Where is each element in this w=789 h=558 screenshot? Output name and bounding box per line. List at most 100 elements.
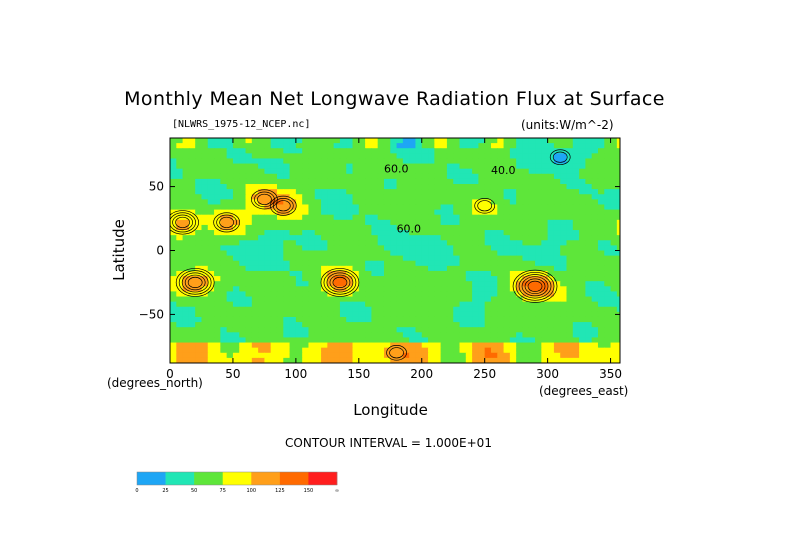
heatmap-cell (428, 296, 435, 303)
heatmap-cell (415, 265, 423, 272)
heatmap-cell (472, 316, 479, 323)
heatmap-cell (585, 265, 593, 272)
heatmap-cell (421, 153, 429, 160)
heatmap-cell (509, 240, 517, 246)
heatmap-cell (176, 138, 184, 144)
heatmap-cell (591, 337, 599, 344)
heatmap-cell (547, 286, 555, 293)
heatmap-cell (402, 178, 410, 185)
heatmap-cell (490, 224, 498, 231)
heatmap-cell (497, 276, 505, 282)
heatmap-cell (232, 138, 240, 144)
heatmap-cell (591, 143, 599, 149)
heatmap-cell (604, 158, 612, 165)
heatmap-cell (245, 265, 253, 272)
heatmap-cell (314, 178, 322, 185)
contour-line (219, 216, 234, 228)
heatmap-cell (188, 199, 196, 206)
heatmap-cell (258, 352, 266, 359)
heatmap-cell (258, 322, 266, 328)
heatmap-cell (610, 240, 618, 246)
heatmap-cell (264, 357, 272, 363)
heatmap-cell (195, 296, 203, 303)
heatmap-cell (201, 138, 209, 144)
heatmap-cell (182, 219, 190, 226)
heatmap-cell (490, 291, 498, 298)
heatmap-cell (585, 322, 593, 328)
heatmap-cell (258, 153, 266, 160)
heatmap-cell (465, 332, 473, 339)
heatmap-cell (484, 322, 492, 328)
heatmap-cell (535, 270, 542, 277)
heatmap-cell (484, 286, 492, 293)
heatmap-cell (440, 306, 448, 313)
heatmap-cell (239, 230, 247, 236)
heatmap-cell (409, 352, 417, 359)
heatmap-cell (321, 286, 328, 293)
heatmap-cell (295, 306, 303, 313)
heatmap-cell (572, 311, 580, 318)
heatmap-cell (295, 286, 303, 293)
heatmap-cell (453, 204, 461, 211)
heatmap-cell (409, 296, 417, 303)
x-tick-label: 50 (225, 367, 240, 381)
heatmap-cell (214, 214, 221, 221)
heatmap-cell (327, 163, 335, 170)
heatmap-cell (195, 245, 203, 252)
heatmap-cell (226, 194, 234, 200)
heatmap-cell (553, 194, 561, 200)
heatmap-cell (352, 296, 360, 303)
heatmap-cell (566, 230, 574, 236)
heatmap-cell (453, 337, 461, 344)
heatmap-cell (497, 291, 505, 298)
heatmap-cell (484, 265, 492, 272)
heatmap-cell (258, 158, 266, 165)
heatmap-cell (553, 230, 561, 236)
heatmap-cell (528, 281, 536, 287)
heatmap-cell (258, 178, 266, 185)
heatmap-cell (314, 214, 322, 221)
heatmap-cell (440, 352, 448, 359)
heatmap-cell (478, 194, 486, 200)
heatmap-cell (314, 306, 322, 313)
heatmap-cell (434, 153, 442, 160)
heatmap-cell (396, 224, 404, 231)
heatmap-cell (541, 270, 549, 277)
heatmap-cell (239, 327, 247, 333)
heatmap-cell (560, 296, 568, 303)
heatmap-cell (497, 204, 505, 211)
heatmap-cell (283, 270, 291, 277)
heatmap-cell (214, 322, 221, 328)
heatmap-cell (528, 158, 536, 165)
heatmap-cell (170, 276, 177, 282)
heatmap-cell (264, 322, 272, 328)
heatmap-cell (176, 250, 184, 257)
heatmap-cell (295, 265, 303, 272)
heatmap-cell (276, 270, 284, 277)
heatmap-cell (383, 311, 391, 318)
heatmap-cell (585, 332, 593, 339)
heatmap-cell (201, 301, 209, 308)
heatmap-cell (239, 219, 247, 226)
heatmap-cell (446, 281, 454, 287)
contour-line (329, 274, 351, 291)
heatmap-cell (214, 194, 221, 200)
heatmap-cell (245, 347, 253, 354)
heatmap-cell (377, 204, 385, 211)
heatmap-cell (528, 224, 536, 231)
heatmap-cell (541, 301, 549, 308)
heatmap-cell (560, 138, 568, 144)
heatmap-cell (321, 178, 328, 185)
heatmap-cell (509, 235, 517, 241)
heatmap-cell (214, 235, 221, 241)
heatmap-cell (226, 184, 234, 190)
heatmap-cell (409, 189, 417, 195)
heatmap-cell (270, 184, 278, 190)
heatmap-cell (377, 214, 385, 221)
heatmap-cell (597, 286, 605, 293)
heatmap-cell (188, 240, 196, 246)
heatmap-cell (289, 291, 297, 298)
heatmap-cell (415, 245, 423, 252)
heatmap-cell (245, 143, 253, 149)
heatmap-cell (371, 245, 379, 252)
